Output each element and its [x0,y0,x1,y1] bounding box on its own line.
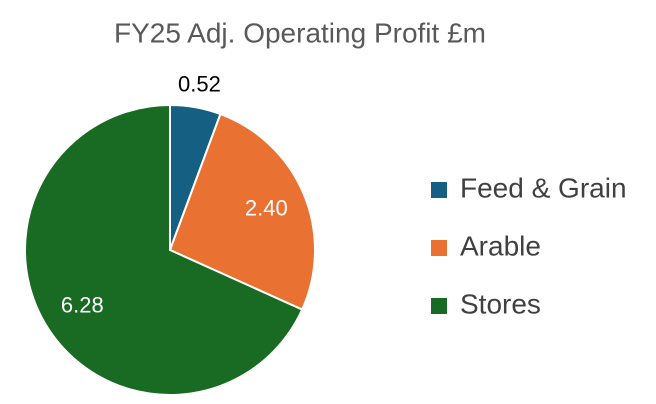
legend-swatch [431,240,447,256]
legend-label: Stores [460,288,541,319]
chart-title: FY25 Adj. Operating Profit £m [114,17,486,48]
data-label: 2.40 [245,196,288,221]
pie-slice [24,103,304,396]
data-label: 0.52 [178,72,221,97]
legend-label: Feed & Grain [460,172,627,203]
legend-label: Arable [460,230,541,261]
pie-slice [168,112,316,311]
data-label: 6.28 [61,292,104,317]
legend-swatch [431,298,447,314]
legend-swatch [431,182,447,198]
